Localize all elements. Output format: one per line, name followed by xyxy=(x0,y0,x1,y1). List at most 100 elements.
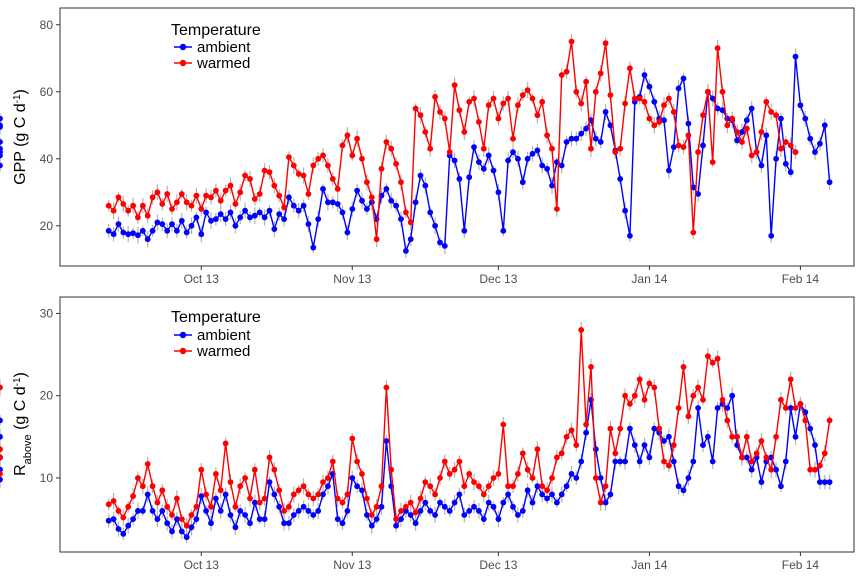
gpp-ambient-point xyxy=(0,139,3,145)
r-above-warmed-point xyxy=(812,466,818,473)
r-above-ambient-point xyxy=(549,491,555,498)
r-above-ambient-point xyxy=(364,512,370,518)
r-above-ambient-point xyxy=(237,508,244,514)
gpp-warmed-point xyxy=(578,100,585,107)
r-above-warmed-point xyxy=(139,483,146,490)
gpp-ambient-point xyxy=(0,115,3,122)
gpp-warmed-point xyxy=(534,112,541,119)
gpp-warmed-point xyxy=(568,38,575,45)
r-above-warmed-point xyxy=(700,396,706,403)
r-above-warmed-point xyxy=(631,392,638,399)
gpp-warmed-point xyxy=(242,172,249,179)
gpp-warmed-point xyxy=(154,189,161,196)
r-above-y-axis: 10 20 30 xyxy=(40,306,60,485)
r-above-warmed-point xyxy=(320,479,326,485)
r-above-warmed-point xyxy=(130,493,137,499)
r-above-warmed-point xyxy=(485,483,492,490)
gpp-legend-dot-warmed xyxy=(179,59,187,67)
r-above-y-tick-label: 20 xyxy=(40,389,54,403)
gpp-ambient-point xyxy=(398,216,404,223)
gpp-warmed-point xyxy=(519,92,526,98)
r-above-ambient-point xyxy=(602,499,609,506)
gpp-warmed-point xyxy=(208,194,214,201)
gpp-ambient-point xyxy=(685,120,692,127)
gpp-warmed-point xyxy=(510,135,516,142)
gpp-ambient-point xyxy=(758,162,765,169)
r-above-warmed-point xyxy=(592,475,599,481)
r-above-ambient-point xyxy=(690,458,697,465)
r-above-ambient-point xyxy=(524,487,531,494)
r-above-warmed-point xyxy=(256,499,263,506)
gpp-x-tick-label: Dec 13 xyxy=(479,272,517,286)
r-above-warmed-point xyxy=(817,462,823,469)
gpp-warmed-point xyxy=(695,149,701,156)
r-above-ambient-point xyxy=(417,508,424,514)
gpp-warmed-point xyxy=(743,125,750,132)
r-above-ambient-point xyxy=(607,491,614,498)
gpp-warmed-point xyxy=(251,196,258,202)
r-above-ambient-point xyxy=(198,493,205,499)
r-above-ambient-point xyxy=(685,475,692,481)
gpp-y-tick-label: 40 xyxy=(40,152,54,166)
gpp-ambient-point xyxy=(709,95,716,102)
gpp-warmed-point xyxy=(675,142,682,149)
gpp-ambient-point xyxy=(651,98,658,105)
gpp-ambient-point xyxy=(675,85,682,92)
gpp-ambient-point xyxy=(164,227,171,234)
r-above-warmed-point xyxy=(110,498,117,504)
r-above-panel: 10 20 30 Oct 13 Nov 13 Dec 13 Jan 14 Feb 14 Ra… xyxy=(0,296,855,572)
gpp-ambient-point xyxy=(461,227,468,234)
r-above-warmed-point xyxy=(680,364,687,370)
gpp-legend-label-ambient: ambient xyxy=(197,39,251,56)
r-above-ambient-point xyxy=(135,508,141,514)
r-above-ambient-point xyxy=(325,483,331,490)
gpp-ambient-point xyxy=(549,182,555,189)
r-above-ambient-point xyxy=(354,483,360,490)
r-above-legend-label-ambient: ambient xyxy=(197,327,251,344)
r-above-ambient-point xyxy=(782,458,789,465)
gpp-warmed-point xyxy=(276,192,283,199)
gpp-panel-border xyxy=(59,7,855,267)
r-above-ambient-point xyxy=(680,487,687,494)
gpp-warmed-point xyxy=(198,206,205,212)
gpp-ambient-point xyxy=(646,83,653,90)
r-above-warmed-point xyxy=(607,425,614,432)
r-above-warmed-point xyxy=(734,433,740,440)
r-above-ambient-point xyxy=(485,499,492,506)
gpp-ambient-point xyxy=(256,209,263,216)
r-above-warmed-point xyxy=(646,380,653,387)
gpp-warmed-point xyxy=(666,95,672,102)
gpp-warmed-point xyxy=(329,176,336,182)
gpp-warmed-point xyxy=(446,149,453,156)
r-above-ambient-point xyxy=(568,471,575,477)
gpp-warmed-point xyxy=(188,202,195,209)
r-above-x-tick-label: Jan 14 xyxy=(631,558,667,572)
r-above-warmed-point xyxy=(237,483,244,490)
r-above-warmed-point xyxy=(0,446,3,453)
r-above-warmed-point xyxy=(695,384,701,391)
r-above-warmed-point xyxy=(407,499,414,506)
r-above-ambient-point xyxy=(476,508,482,514)
r-above-warmed-point xyxy=(349,435,356,442)
gpp-warmed-point xyxy=(719,88,726,95)
r-above-ambient-point xyxy=(344,508,351,514)
gpp-ambient-point xyxy=(763,132,770,139)
r-above-ambient-point xyxy=(130,516,137,522)
gpp-warmed-point xyxy=(739,139,745,145)
r-above-warmed-point xyxy=(393,516,399,522)
r-above-ambient-point xyxy=(437,499,443,506)
gpp-ambient-point xyxy=(339,209,346,216)
gpp-ambient-point xyxy=(208,217,214,224)
r-above-ambient-point xyxy=(534,483,541,490)
gpp-warmed-point xyxy=(617,145,624,152)
gpp-warmed-point xyxy=(305,191,312,197)
gpp-warmed-point xyxy=(286,154,292,161)
r-above-ambient-point xyxy=(480,516,487,522)
gpp-ambient-point xyxy=(534,147,541,154)
r-above-ambient-point xyxy=(544,495,550,502)
gpp-ambient-point xyxy=(183,229,190,236)
gpp-warmed-point xyxy=(461,129,468,135)
gpp-warmed-point xyxy=(456,107,463,114)
gpp-ambient-point xyxy=(334,201,341,207)
r-above-ambient-point xyxy=(563,483,570,490)
